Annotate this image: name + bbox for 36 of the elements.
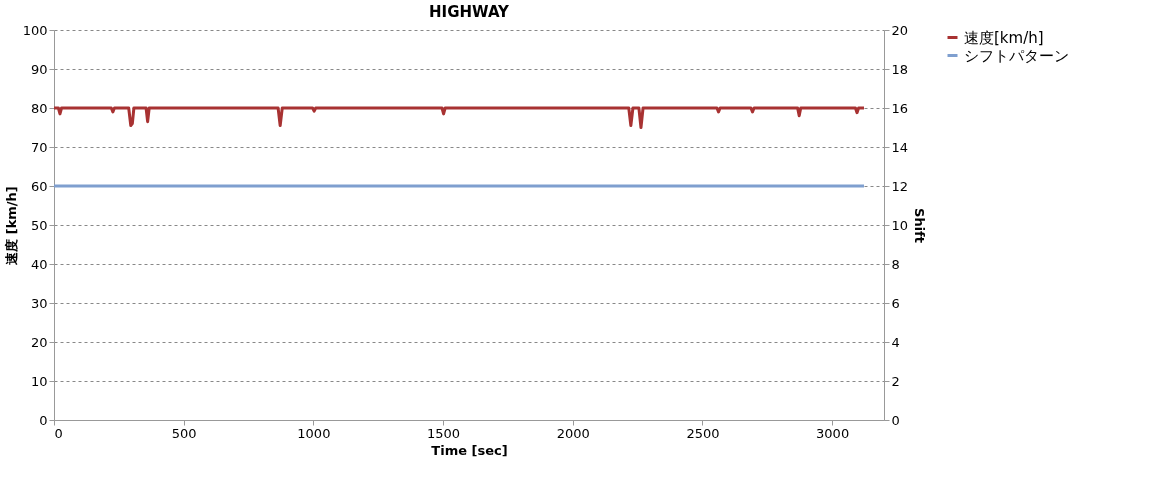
y2-tick-label: 6 bbox=[891, 295, 900, 311]
x-tick-label: 1500 bbox=[427, 425, 461, 441]
y-tick-label: 0 bbox=[39, 412, 48, 428]
y-tick-label: 20 bbox=[30, 334, 48, 350]
x-tick-label: 500 bbox=[171, 425, 197, 441]
y-tick-label: 60 bbox=[30, 178, 48, 194]
y-tick-label: 50 bbox=[30, 217, 48, 233]
y-tick-label: 90 bbox=[30, 61, 48, 77]
y2-tick-label: 10 bbox=[891, 217, 909, 233]
x-tick-label: 2000 bbox=[556, 425, 590, 441]
y2-tick-label: 8 bbox=[891, 256, 900, 272]
y2-tick-label: 20 bbox=[891, 22, 909, 38]
y-tick-label: 40 bbox=[30, 256, 48, 272]
x-tick-label: 0 bbox=[54, 425, 63, 441]
y2-tick-label: 12 bbox=[891, 178, 909, 194]
y2-tick-label: 18 bbox=[891, 61, 909, 77]
y-tick-label: 80 bbox=[30, 100, 48, 116]
y-axis-title: 速度 [km/h] bbox=[3, 186, 19, 265]
legend-label: シフトパターン bbox=[964, 46, 1069, 65]
x-tick-label: 3000 bbox=[816, 425, 850, 441]
y-tick-label: 10 bbox=[30, 373, 48, 389]
chart-title: HIGHWAY bbox=[429, 3, 511, 21]
x-axis-title: Time [sec] bbox=[431, 442, 508, 458]
y2-tick-label: 16 bbox=[891, 100, 909, 116]
y2-tick-label: 4 bbox=[891, 334, 900, 350]
y2-tick-label: 14 bbox=[891, 139, 909, 155]
y2-tick-label: 0 bbox=[891, 412, 900, 428]
y2-axis-title: Shift bbox=[912, 208, 928, 243]
x-tick-label: 2500 bbox=[686, 425, 720, 441]
line-series bbox=[52, 106, 866, 129]
x-tick-label: 1000 bbox=[297, 425, 331, 441]
y-tick-label: 100 bbox=[22, 22, 48, 38]
y2-tick-label: 2 bbox=[891, 373, 900, 389]
y-tick-label: 70 bbox=[30, 139, 48, 155]
legend-label: 速度[km/h] bbox=[964, 28, 1044, 47]
y-tick-label: 30 bbox=[30, 295, 48, 311]
